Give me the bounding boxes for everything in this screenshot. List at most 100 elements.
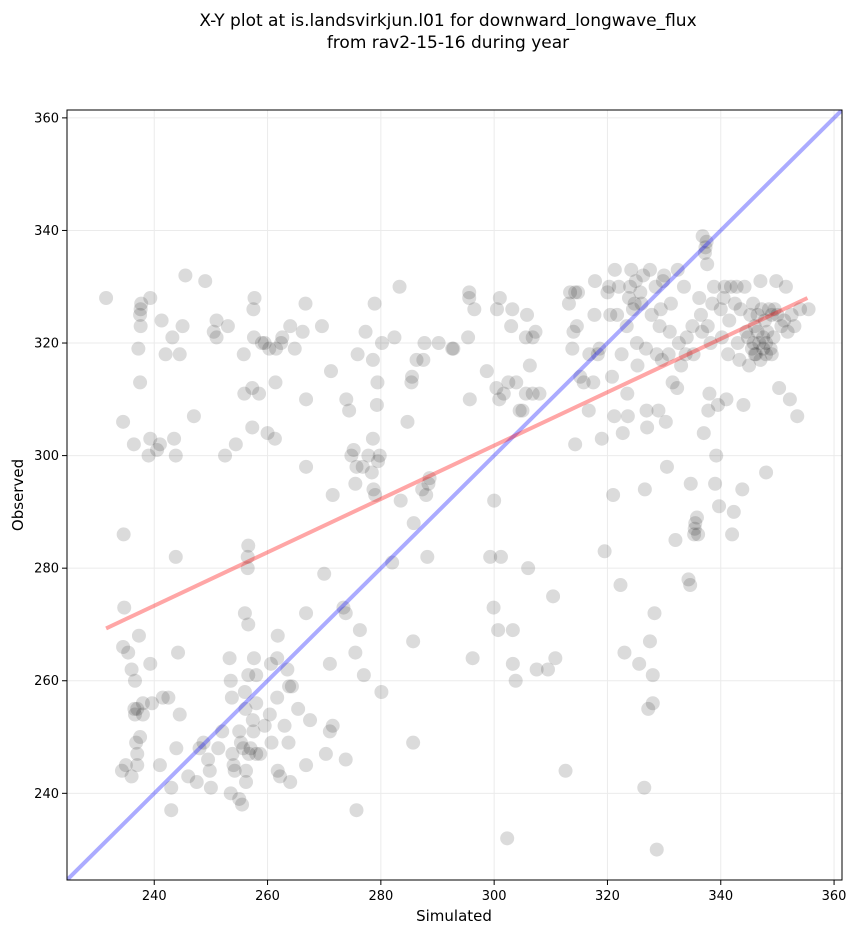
data-point [202, 763, 217, 778]
x-tick-label: 260 [255, 889, 280, 904]
data-point [687, 521, 702, 536]
data-point [628, 274, 643, 289]
data-point [743, 307, 758, 322]
data-point [699, 234, 714, 249]
data-point [262, 341, 277, 356]
data-point [124, 662, 139, 677]
data-point [686, 347, 701, 362]
data-point [705, 296, 720, 311]
data-point [617, 645, 632, 660]
data-point [270, 651, 285, 666]
data-point [116, 414, 131, 429]
data-point [371, 454, 386, 469]
data-point [168, 549, 183, 564]
data-point [349, 803, 364, 818]
data-point [253, 746, 268, 761]
data-point [615, 426, 630, 441]
data-point [627, 296, 642, 311]
data-point [496, 386, 511, 401]
data-point [116, 527, 131, 542]
data-point [211, 741, 226, 756]
data-point [730, 336, 745, 351]
data-point [708, 476, 723, 491]
data-point [224, 690, 239, 705]
data-point [374, 336, 389, 351]
data-point [283, 775, 298, 790]
data-point [548, 651, 563, 666]
data-point [532, 386, 547, 401]
data-point [769, 274, 784, 289]
data-point [245, 713, 260, 728]
data-point [117, 600, 132, 615]
data-point [246, 302, 261, 317]
data-point [264, 735, 279, 750]
data-point [124, 769, 139, 784]
data-point [171, 645, 186, 660]
data-point [569, 319, 584, 334]
data-point [637, 482, 652, 497]
data-point [130, 746, 145, 761]
data-point [655, 274, 670, 289]
data-point [753, 274, 768, 289]
data-point [586, 375, 601, 390]
lines-layer [67, 110, 842, 880]
data-point [479, 364, 494, 379]
data-point [505, 656, 520, 671]
data-point [576, 375, 591, 390]
data-point [706, 279, 721, 294]
data-point [365, 431, 380, 446]
data-point [223, 673, 238, 688]
data-point [753, 352, 768, 367]
data-point [540, 662, 555, 677]
data-point [565, 341, 580, 356]
data-point [222, 651, 237, 666]
data-point [515, 403, 530, 418]
data-point [280, 662, 295, 677]
data-point [640, 420, 655, 435]
data-point [246, 330, 261, 345]
data-point [571, 285, 586, 300]
data-point [246, 724, 261, 739]
data-point [687, 527, 702, 542]
data-point [420, 549, 435, 564]
data-point [525, 386, 540, 401]
x-tick-label: 320 [595, 889, 620, 904]
data-point [422, 471, 437, 486]
data-point [249, 746, 264, 761]
chart-title-line2: from rav2-15-16 during year [327, 33, 569, 53]
data-point [404, 375, 419, 390]
data-point [607, 262, 622, 277]
data-point [691, 527, 706, 542]
data-point [636, 268, 651, 283]
data-point [131, 341, 146, 356]
data-point [629, 336, 644, 351]
data-point [637, 780, 652, 795]
data-point [748, 347, 763, 362]
data-point [594, 431, 609, 446]
data-point [587, 274, 602, 289]
data-point [367, 296, 382, 311]
data-point [220, 319, 235, 334]
data-point [676, 279, 691, 294]
data-point [325, 718, 340, 733]
data-point [342, 403, 357, 418]
data-point [651, 403, 666, 418]
data-point [218, 448, 233, 463]
data-point [638, 341, 653, 356]
data-point [164, 803, 179, 818]
data-point [299, 606, 314, 621]
data-point [406, 516, 421, 531]
data-point [561, 296, 576, 311]
data-point [634, 296, 649, 311]
data-point [167, 431, 182, 446]
data-point [505, 623, 520, 638]
data-point [144, 696, 159, 711]
data-point [757, 313, 772, 328]
data-point [509, 375, 524, 390]
data-point [298, 296, 313, 311]
data-point [624, 262, 639, 277]
data-point [236, 741, 251, 756]
data-point [652, 319, 667, 334]
y-tick-label: 340 [34, 224, 59, 239]
data-point [770, 307, 785, 322]
